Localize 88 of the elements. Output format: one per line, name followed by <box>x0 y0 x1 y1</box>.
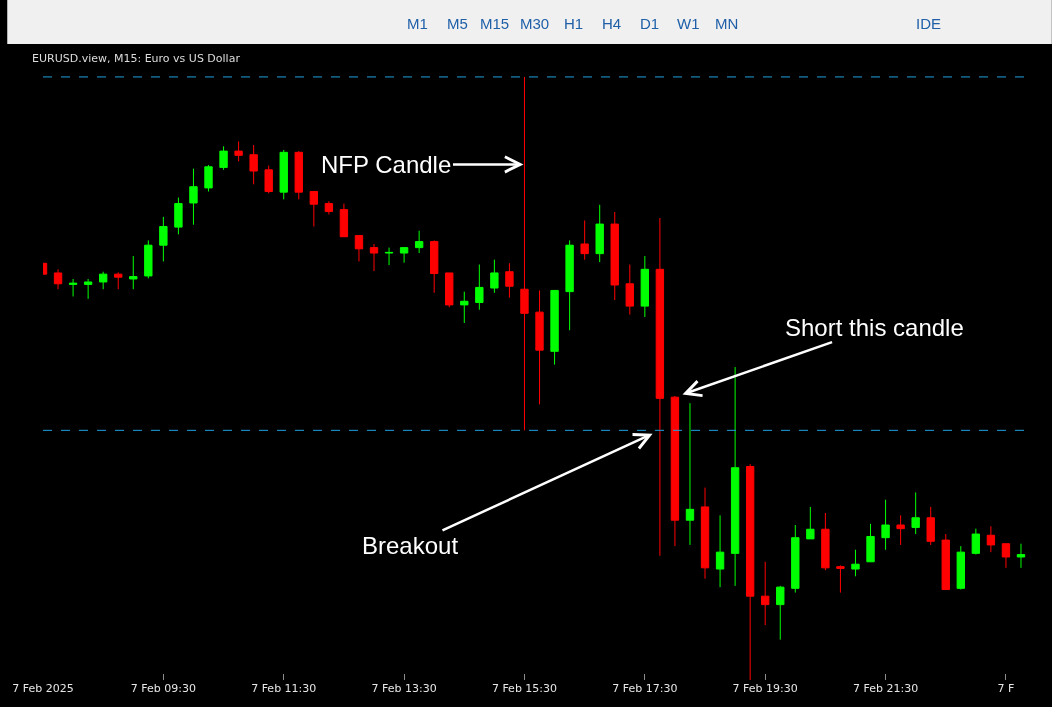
candlestick <box>1016 543 1026 569</box>
candlestick <box>625 264 634 316</box>
x-tick-label: 7 Feb 13:30 <box>371 682 437 695</box>
x-tick-label: 7 Feb 17:30 <box>612 682 678 695</box>
text: M30 <box>520 15 550 32</box>
candlestick <box>445 272 454 308</box>
candlestick <box>399 247 409 264</box>
text: M1 <box>407 15 428 32</box>
candlestick <box>776 585 785 641</box>
candlestick <box>580 219 589 261</box>
candlestick <box>354 235 364 262</box>
candlestick <box>505 262 514 299</box>
candlestick <box>941 533 950 591</box>
candlestick <box>159 216 168 262</box>
candlestick <box>851 549 860 577</box>
candlestick <box>761 561 770 626</box>
candlestick <box>745 463 755 680</box>
candlestick <box>219 145 228 171</box>
candlestick <box>971 528 981 556</box>
x-tick-label: 7 F <box>997 682 1015 695</box>
text: H4 <box>602 15 622 32</box>
candlestick <box>369 243 379 272</box>
candlestick <box>565 239 574 331</box>
candlestick <box>384 247 394 266</box>
text: H1 <box>564 15 584 32</box>
candlestick <box>114 271 123 290</box>
candlestick <box>68 278 78 297</box>
candlestick <box>926 506 935 546</box>
candlestick <box>986 525 996 553</box>
candlestick <box>700 487 710 580</box>
candlestick <box>535 289 544 405</box>
text: M5 <box>447 15 468 32</box>
annotation: NFP Candle <box>321 151 452 178</box>
candlestick <box>324 200 334 215</box>
candlestick <box>896 514 905 546</box>
text: D1 <box>640 15 660 32</box>
candlestick <box>460 291 469 324</box>
candlestick <box>836 564 845 594</box>
candlestick <box>144 239 153 279</box>
candlestick <box>866 523 875 563</box>
candlestick <box>249 144 258 185</box>
candlestick <box>640 255 650 318</box>
candlestick <box>715 514 725 588</box>
text: MN <box>715 15 739 32</box>
candlestick <box>655 217 665 557</box>
x-tick-label: 7 Feb 11:30 <box>251 682 317 695</box>
annotation: Short this candle <box>785 314 964 341</box>
candlestick <box>670 395 680 547</box>
candlestick <box>279 149 288 200</box>
candlestick <box>791 524 800 594</box>
candlestick <box>339 203 349 238</box>
candlestick <box>309 190 319 227</box>
candlestick <box>595 204 604 263</box>
x-tick-label: 7 Feb 09:30 <box>130 682 196 695</box>
text: IDE <box>916 15 942 32</box>
candlestick <box>685 402 695 546</box>
candlestick <box>1001 543 1011 569</box>
candlestick <box>490 259 499 294</box>
annotation: Breakout <box>362 532 459 559</box>
candlestick <box>53 268 63 290</box>
candlestick <box>520 76 529 431</box>
candlestick <box>806 506 815 540</box>
x-tick-label: 7 Feb 21:30 <box>852 682 919 695</box>
candlestick <box>99 271 108 290</box>
candlestick <box>821 512 830 571</box>
candlestick <box>294 150 303 200</box>
candlestick <box>189 168 198 226</box>
candlestick <box>129 255 138 290</box>
candlestick <box>174 197 183 235</box>
candlestick <box>881 499 890 551</box>
x-tick-label: 7 Feb 15:30 <box>491 682 558 695</box>
candlestick <box>234 140 243 162</box>
text: W1 <box>677 15 700 32</box>
candlestick <box>956 545 965 591</box>
candlestick <box>430 239 439 294</box>
x-tick-label: 7 Feb 2025 <box>12 682 74 695</box>
candlestick <box>264 165 273 194</box>
x-tick-label: 7 Feb 19:30 <box>732 682 798 695</box>
candlestick <box>911 491 920 535</box>
candlestick <box>550 289 559 366</box>
candlestick <box>475 264 484 311</box>
candlestick <box>83 278 93 300</box>
chart-title: EURUSD.view, M15: Euro vs US Dollar <box>32 51 241 65</box>
candlestick <box>730 366 740 587</box>
candlestick <box>414 230 424 254</box>
candlestick <box>204 164 213 193</box>
candlestick <box>610 211 619 301</box>
text: M15 <box>480 15 510 32</box>
